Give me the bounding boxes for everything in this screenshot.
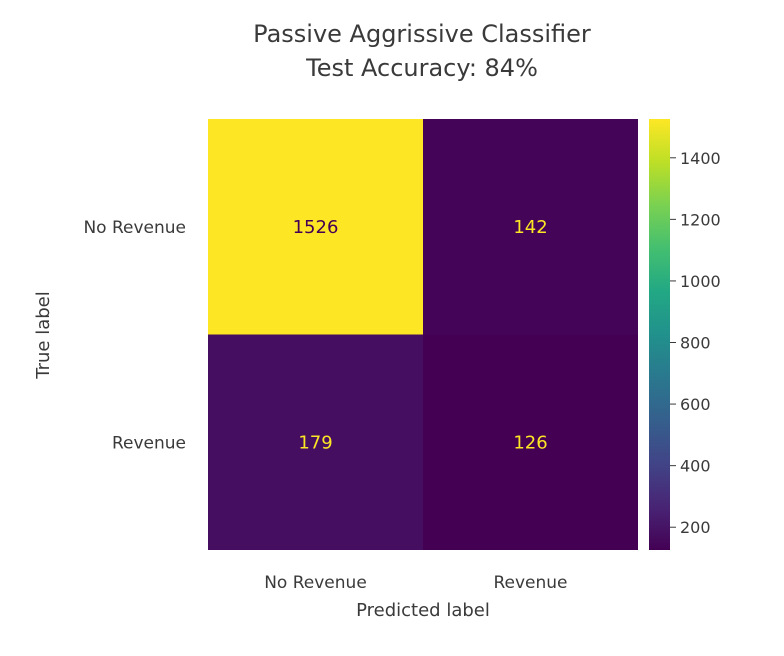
y-tick-labels: No Revenue Revenue: [83, 218, 186, 454]
matrix-cell-r0-c1: [423, 119, 638, 335]
colorbar-tick-label-4: 1000: [680, 272, 721, 291]
x-tick-label-1: Revenue: [493, 573, 567, 593]
colorbar: [649, 119, 670, 550]
colorbar-tick-label-6: 1400: [680, 149, 721, 168]
matrix-cells: [208, 119, 638, 550]
colorbar-tick-label-2: 600: [680, 395, 711, 414]
y-tick-label-1: Revenue: [112, 433, 186, 453]
matrix-cell-labels: 1526 142 179 126: [293, 217, 548, 454]
chart-title-line-1: Passive Aggrissive Classifier: [253, 20, 591, 48]
x-tick-label-0: No Revenue: [264, 573, 367, 593]
matrix-cell-r0-c0: [208, 119, 423, 335]
cell-value-r1-c0: 179: [298, 432, 332, 453]
colorbar-tick-label-1: 400: [680, 457, 711, 476]
cell-value-r0-c1: 142: [513, 217, 547, 238]
colorbar-tick-label-0: 200: [680, 518, 711, 537]
colorbar-ticks: 200 400 600 800 1000 1200 1400: [670, 149, 721, 537]
y-axis-label: True label: [33, 291, 54, 380]
matrix-cell-r1-c0: [208, 334, 423, 550]
cell-value-r0-c0: 1526: [293, 217, 339, 238]
colorbar-tick-label-5: 1200: [680, 210, 721, 229]
x-tick-labels: No Revenue Revenue: [264, 573, 567, 593]
chart-title-line-2: Test Accuracy: 84%: [305, 54, 538, 82]
y-tick-label-0: No Revenue: [83, 218, 186, 238]
cell-value-r1-c1: 126: [513, 432, 547, 453]
x-axis-label: Predicted label: [356, 600, 490, 621]
matrix-cell-r1-c1: [423, 334, 638, 550]
colorbar-tick-label-3: 800: [680, 334, 711, 353]
